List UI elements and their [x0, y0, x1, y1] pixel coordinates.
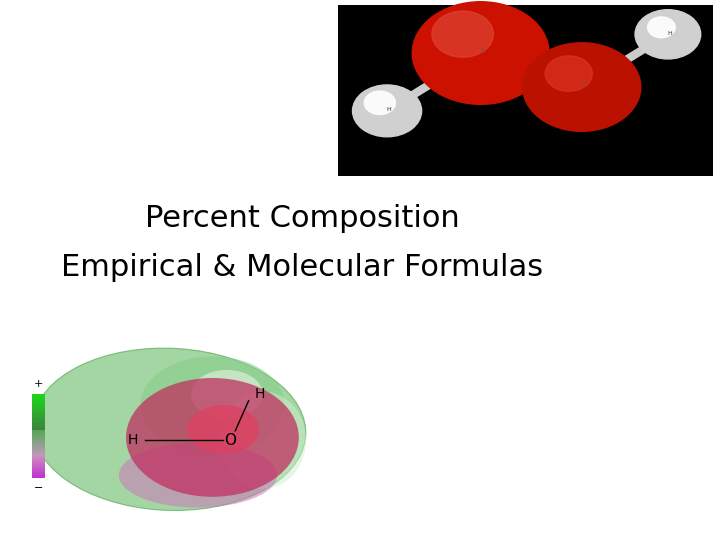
Bar — [32, 450, 45, 451]
Bar — [32, 458, 45, 460]
Bar — [32, 444, 45, 446]
Circle shape — [364, 91, 395, 114]
Bar — [32, 408, 45, 409]
Ellipse shape — [191, 370, 263, 418]
Bar — [32, 406, 45, 407]
Bar — [32, 440, 45, 442]
Bar — [32, 415, 45, 416]
Bar — [32, 435, 45, 436]
Text: −: − — [34, 483, 44, 492]
Bar — [32, 400, 45, 401]
Bar — [32, 453, 45, 454]
Bar — [32, 476, 45, 478]
Bar — [32, 394, 45, 396]
Bar — [32, 475, 45, 476]
Circle shape — [353, 85, 422, 137]
Text: H: H — [128, 433, 138, 447]
Circle shape — [635, 10, 701, 59]
Text: Percent Composition: Percent Composition — [145, 204, 460, 233]
Bar — [32, 416, 45, 418]
Bar — [32, 469, 45, 471]
Bar — [32, 397, 45, 399]
Bar — [32, 439, 45, 440]
Bar — [32, 411, 45, 413]
Bar — [32, 409, 45, 411]
Bar — [32, 401, 45, 403]
Bar — [32, 395, 45, 397]
Bar — [32, 474, 45, 475]
Ellipse shape — [220, 392, 306, 489]
Circle shape — [523, 43, 641, 131]
Ellipse shape — [32, 348, 306, 510]
Text: +: + — [34, 380, 44, 389]
Bar — [32, 471, 45, 472]
Text: Empirical & Molecular Formulas: Empirical & Molecular Formulas — [61, 253, 544, 282]
Text: O: O — [481, 50, 486, 55]
Text: H: H — [667, 31, 672, 36]
Bar — [32, 447, 45, 449]
Bar — [32, 446, 45, 447]
Bar — [32, 432, 45, 433]
Bar — [32, 456, 45, 457]
Bar — [32, 437, 45, 439]
Ellipse shape — [119, 443, 277, 508]
Bar — [32, 462, 45, 464]
Bar — [32, 428, 45, 429]
Bar — [32, 421, 45, 422]
Bar — [32, 418, 45, 419]
Bar — [32, 464, 45, 465]
Bar — [32, 461, 45, 463]
Text: O: O — [225, 433, 236, 448]
Ellipse shape — [126, 378, 299, 497]
Circle shape — [432, 11, 493, 57]
Bar — [32, 407, 45, 408]
Bar — [338, 5, 713, 176]
Text: H: H — [387, 107, 392, 112]
Text: H: H — [254, 387, 264, 401]
Bar — [32, 460, 45, 461]
Bar — [32, 414, 45, 415]
Bar — [32, 465, 45, 467]
Bar — [32, 467, 45, 468]
Circle shape — [545, 56, 593, 91]
Bar — [32, 425, 45, 426]
Text: O: O — [582, 84, 587, 89]
Bar — [32, 412, 45, 414]
Circle shape — [647, 17, 675, 38]
Bar — [32, 449, 45, 450]
Bar — [32, 430, 45, 432]
Bar — [32, 468, 45, 469]
Bar — [32, 402, 45, 404]
Bar — [32, 419, 45, 421]
Ellipse shape — [187, 405, 259, 454]
Bar — [32, 472, 45, 474]
Bar — [32, 404, 45, 406]
Bar — [32, 436, 45, 437]
Bar — [32, 451, 45, 453]
Bar — [32, 442, 45, 443]
Bar — [32, 457, 45, 458]
Bar — [32, 454, 45, 456]
Bar — [32, 422, 45, 423]
Bar — [32, 433, 45, 435]
Bar — [32, 426, 45, 428]
Bar — [32, 429, 45, 430]
Bar — [32, 399, 45, 400]
Circle shape — [413, 2, 549, 104]
Ellipse shape — [140, 356, 284, 454]
Bar — [32, 443, 45, 444]
Bar — [32, 423, 45, 425]
